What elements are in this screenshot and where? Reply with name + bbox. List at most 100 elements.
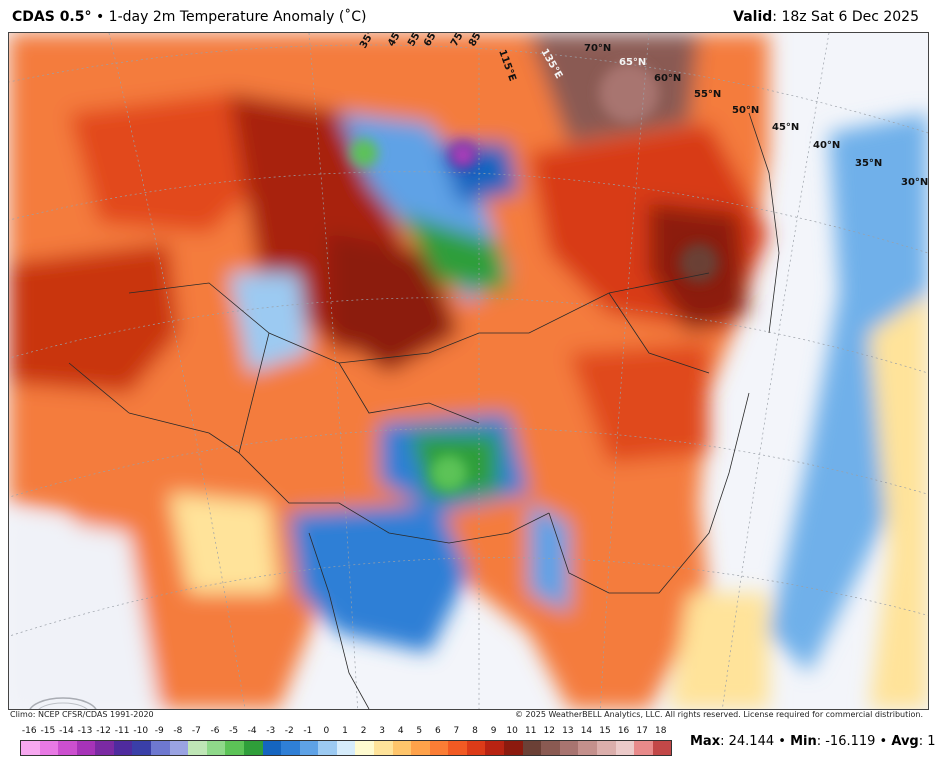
valid-time: Valid: 18z Sat 6 Dec 2025 [733, 9, 919, 25]
latitude-labels: 70°N 65°N 60°N 55°N 50°N 45°N 40°N 35°N … [584, 43, 928, 188]
legend-swatch [541, 741, 560, 755]
field-statistics: Max: 24.144 • Min: -16.119 • Avg: 1.351 [690, 734, 935, 749]
valid-label: Valid [733, 9, 773, 25]
lat-label-40: 40°N [813, 140, 840, 151]
legend-swatch [578, 741, 597, 755]
lat-label-35: 35°N [855, 158, 882, 169]
color-legend: -16 -15 -14 -13 -12 -11 -10 -9 -8 -7 -6 -5 -4 -3 -2 -1 0… [20, 726, 672, 766]
legend-tick-label: 15 [599, 726, 611, 736]
legend-tick-label: 12 [543, 726, 556, 736]
legend-tick-label: 8 [472, 726, 478, 736]
legend-swatch [559, 741, 579, 755]
lat-label-70: 70°N [584, 43, 611, 54]
legend-swatch [39, 741, 59, 755]
legend-swatch [504, 741, 523, 755]
legend-tick-label: 2 [360, 726, 367, 736]
avg-label: Avg [891, 734, 919, 749]
legend-tick-label: -13 [77, 726, 93, 736]
legend-swatch [225, 741, 244, 755]
legend-swatch [355, 741, 374, 755]
legend-tick-label: 18 [654, 726, 667, 736]
legend-tick-label: 9 [490, 726, 497, 736]
legend-swatch [169, 741, 189, 755]
legend-swatch [596, 741, 616, 755]
legend-tick-label: 5 [416, 726, 423, 736]
anomaly-field [9, 33, 928, 709]
valid-value: : 18z Sat 6 Dec 2025 [772, 9, 919, 25]
legend-tick-label: -11 [114, 726, 130, 736]
climo-note: Climo: NCEP CFSR/CDAS 1991-2020 [10, 710, 154, 719]
avg-value: : 1.351 [918, 734, 935, 749]
legend-tick-label: 6 [434, 726, 441, 736]
anomaly-hotspots [350, 63, 719, 491]
lat-label-65: 65°N [619, 57, 646, 68]
legend-swatch [652, 741, 672, 755]
legend-swatch [634, 741, 653, 755]
min-label: Min [790, 734, 817, 749]
weatherbell-logo [23, 693, 103, 709]
legend-tick-label: -10 [133, 726, 149, 736]
legend-tick-label: -2 [284, 726, 294, 736]
legend-tick-label: -5 [229, 726, 239, 736]
legend-swatch [281, 741, 300, 755]
header: CDAS 0.5° • 1-day 2m Temperature Anomaly… [0, 0, 935, 32]
legend-tick-label: -3 [266, 726, 276, 736]
graticule [9, 33, 928, 709]
legend-tick-label: -6 [210, 726, 220, 736]
country-borders [68, 112, 780, 709]
legend-tick-label: -15 [40, 726, 56, 736]
copyright-note: © 2025 WeatherBELL Analytics, LLC. All r… [515, 710, 923, 719]
legend-swatch [132, 741, 152, 755]
lat-label-30: 30°N [901, 177, 928, 188]
legend-swatch [243, 741, 263, 755]
min-value: : -16.119 • [816, 734, 888, 749]
legend-tick-label: -16 [21, 726, 37, 736]
legend-tick-label: -9 [154, 726, 164, 736]
legend-swatch [76, 741, 96, 755]
legend-swatch [615, 741, 635, 755]
legend-tick-label: -12 [96, 726, 111, 736]
lat-label-50: 50°N [732, 105, 759, 116]
legend-tick-label: 0 [323, 726, 330, 736]
legend-tick-label: 14 [580, 726, 593, 736]
legend-swatch [411, 741, 430, 755]
legend-swatch [299, 741, 319, 755]
legend-swatch [522, 741, 542, 755]
legend-swatch [206, 741, 226, 755]
lat-label-60: 60°N [654, 73, 681, 84]
legend-swatch [95, 741, 114, 755]
legend-swatch [188, 741, 207, 755]
max-label: Max [690, 734, 721, 749]
legend-swatch [336, 741, 356, 755]
anomaly-map: 70°N 65°N 60°N 55°N 50°N 45°N 40°N 35°N … [8, 32, 929, 710]
legend-tick-label: -14 [59, 726, 74, 736]
lat-label-45: 45°N [772, 122, 799, 133]
legend-tick-label: 17 [636, 726, 648, 736]
legend-swatch [448, 741, 467, 755]
legend-swatch [151, 741, 170, 755]
legend-swatch [429, 741, 449, 755]
legend-tick-label: 4 [397, 726, 404, 736]
legend-swatch [373, 741, 393, 755]
legend-swatch [21, 741, 40, 755]
map-title: CDAS 0.5° • 1-day 2m Temperature Anomaly… [12, 9, 367, 25]
legend-tick-label: 3 [379, 726, 386, 736]
legend-tick-label: -7 [191, 726, 201, 736]
legend-swatch [262, 741, 282, 755]
legend-tick-label: -1 [303, 726, 313, 736]
legend-swatch [318, 741, 337, 755]
legend-tick-label: -8 [173, 726, 183, 736]
model-name: CDAS 0.5° [12, 9, 92, 25]
max-value: : 24.144 • [720, 734, 786, 749]
legend-tick-label: 7 [453, 726, 460, 736]
lat-label-55: 55°N [694, 89, 721, 100]
legend-tick-label: 11 [524, 726, 537, 736]
legend-tick-label: 10 [506, 726, 518, 736]
map-canvas: 70°N 65°N 60°N 55°N 50°N 45°N 40°N 35°N … [9, 33, 928, 709]
legend-tick-label: -4 [247, 726, 257, 736]
legend-swatch [392, 741, 412, 755]
legend-swatch [466, 741, 486, 755]
title-bullet: • [95, 9, 105, 25]
legend-swatch [58, 741, 77, 755]
legend-swatch [113, 741, 133, 755]
